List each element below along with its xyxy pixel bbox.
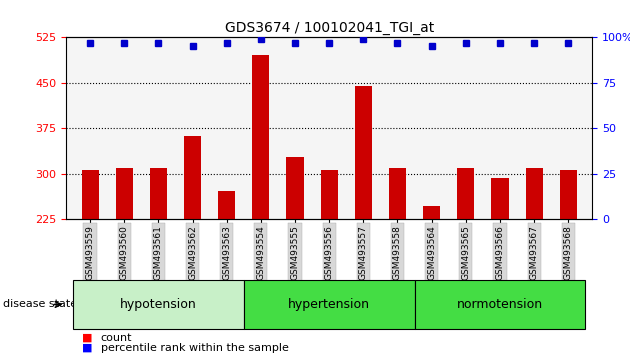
Bar <box>116 168 133 219</box>
Text: normotension: normotension <box>457 298 543 311</box>
Bar <box>150 168 167 219</box>
Text: ■: ■ <box>82 343 93 353</box>
Bar <box>389 168 406 219</box>
Bar <box>184 136 201 219</box>
Bar <box>525 168 542 219</box>
Bar <box>81 170 99 219</box>
Bar <box>491 178 508 219</box>
Bar <box>218 191 235 219</box>
Bar <box>321 170 338 219</box>
Bar <box>355 86 372 219</box>
Title: GDS3674 / 100102041_TGI_at: GDS3674 / 100102041_TGI_at <box>224 21 434 35</box>
Text: hypertension: hypertension <box>288 298 370 311</box>
Bar <box>253 56 270 219</box>
Bar <box>287 157 304 219</box>
Text: count: count <box>101 333 132 343</box>
Bar <box>423 206 440 219</box>
Bar <box>559 170 577 219</box>
Text: percentile rank within the sample: percentile rank within the sample <box>101 343 289 353</box>
Bar <box>457 168 474 219</box>
Text: disease state: disease state <box>3 299 77 309</box>
Text: ■: ■ <box>82 333 93 343</box>
Text: hypotension: hypotension <box>120 298 197 311</box>
